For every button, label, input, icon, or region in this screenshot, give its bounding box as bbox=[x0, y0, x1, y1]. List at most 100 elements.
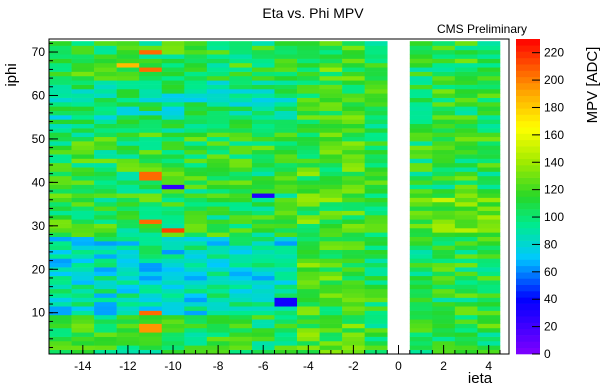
heatmap-cell bbox=[161, 297, 185, 303]
heatmap-cell bbox=[94, 154, 117, 159]
heatmap-cell bbox=[49, 110, 72, 116]
heatmap-cell bbox=[432, 223, 456, 229]
heatmap-cell bbox=[139, 162, 163, 168]
heatmap-cell bbox=[116, 88, 140, 94]
heatmap-cell bbox=[229, 171, 253, 177]
heatmap-cell bbox=[49, 267, 72, 272]
heatmap-cell bbox=[251, 336, 275, 342]
heatmap-cell bbox=[477, 123, 501, 129]
heatmap-cell bbox=[477, 88, 501, 94]
heatmap-cell bbox=[206, 128, 230, 133]
heatmap-cell bbox=[342, 45, 365, 51]
heatmap-cell bbox=[454, 119, 478, 125]
heatmap-cell bbox=[297, 332, 320, 337]
heatmap-cell bbox=[206, 102, 230, 107]
heatmap-cell bbox=[229, 158, 253, 164]
heatmap-cell bbox=[251, 171, 275, 177]
heatmap-cell bbox=[297, 219, 320, 224]
heatmap-cell bbox=[342, 171, 365, 177]
heatmap-cell bbox=[71, 245, 95, 251]
heatmap-cell bbox=[319, 223, 343, 229]
heatmap-cell bbox=[319, 336, 343, 342]
heatmap-cell bbox=[251, 228, 275, 233]
heatmap-cell bbox=[49, 167, 72, 172]
heatmap-cell bbox=[71, 175, 95, 181]
colorbar-segment bbox=[516, 183, 540, 191]
heatmap-cell bbox=[319, 180, 343, 185]
heatmap-cell bbox=[71, 93, 95, 98]
heatmap-cell bbox=[274, 119, 298, 125]
heatmap-cell bbox=[139, 67, 163, 72]
heatmap-cell bbox=[274, 345, 298, 350]
heatmap-cell bbox=[139, 336, 163, 342]
heatmap-cell bbox=[49, 49, 72, 55]
heatmap-cell bbox=[71, 149, 95, 155]
heatmap-cell bbox=[71, 106, 95, 111]
heatmap-cell bbox=[409, 228, 433, 233]
heatmap-cell bbox=[364, 128, 388, 133]
heatmap-cell bbox=[161, 171, 185, 177]
colorbar-segment bbox=[516, 39, 540, 46]
heatmap-cell bbox=[206, 219, 230, 224]
heatmap-cell bbox=[161, 149, 185, 155]
colorbar-segment bbox=[516, 335, 540, 342]
heatmap-cell bbox=[206, 210, 230, 216]
heatmap-cell bbox=[184, 297, 208, 303]
heatmap-cell bbox=[94, 132, 117, 138]
heatmap-cell bbox=[251, 206, 275, 211]
heatmap-cell bbox=[184, 102, 208, 107]
heatmap-cell bbox=[206, 54, 230, 59]
heatmap-cell bbox=[229, 167, 253, 172]
heatmap-cell bbox=[297, 323, 320, 329]
heatmap-cell bbox=[206, 258, 230, 264]
heatmap-cell bbox=[184, 106, 208, 111]
heatmap-cell bbox=[184, 258, 208, 264]
heatmap-cell bbox=[184, 201, 208, 207]
colorbar-segment bbox=[516, 284, 540, 292]
heatmap-cell bbox=[319, 123, 343, 129]
heatmap-cell bbox=[454, 45, 478, 51]
heatmap-cell bbox=[94, 115, 117, 120]
heatmap-cell bbox=[432, 41, 456, 46]
heatmap-cell bbox=[319, 245, 343, 251]
heatmap-cell bbox=[297, 206, 320, 211]
heatmap-cell bbox=[94, 301, 117, 307]
heatmap-cell bbox=[364, 49, 388, 55]
heatmap-cell bbox=[116, 258, 140, 264]
heatmap-cell bbox=[364, 123, 388, 129]
heatmap-cell bbox=[342, 75, 365, 81]
heatmap-cell bbox=[49, 180, 72, 185]
heatmap-cell bbox=[477, 214, 501, 220]
heatmap-cell bbox=[229, 232, 253, 237]
heatmap-cell bbox=[71, 84, 95, 90]
heatmap-cell bbox=[297, 193, 320, 198]
heatmap-cell bbox=[274, 88, 298, 94]
heatmap-cell bbox=[409, 180, 433, 185]
heatmap-cell bbox=[161, 323, 185, 329]
heatmap-cell bbox=[364, 206, 388, 211]
heatmap-cell bbox=[432, 258, 456, 264]
heatmap-cell bbox=[71, 136, 95, 142]
heatmap-cell bbox=[409, 171, 433, 177]
heatmap-cell bbox=[432, 267, 456, 272]
heatmap-cell bbox=[116, 275, 140, 281]
heatmap-cell bbox=[94, 80, 117, 85]
heatmap-cell bbox=[319, 102, 343, 107]
heatmap-cell bbox=[409, 262, 433, 268]
heatmap-cell bbox=[71, 188, 95, 194]
heatmap-cell bbox=[364, 115, 388, 120]
heatmap-cell bbox=[94, 162, 117, 168]
heatmap-cell bbox=[297, 80, 320, 85]
heatmap-cell bbox=[116, 84, 140, 90]
heatmap-cell bbox=[94, 110, 117, 116]
heatmap-cell bbox=[342, 228, 365, 233]
heatmap-cell bbox=[297, 145, 320, 151]
heatmap-cell bbox=[94, 336, 117, 342]
heatmap-cell bbox=[364, 141, 388, 146]
heatmap-cell bbox=[229, 249, 253, 255]
heatmap-cell bbox=[116, 45, 140, 51]
heatmap-cell bbox=[229, 119, 253, 125]
heatmap-cell bbox=[364, 228, 388, 233]
heatmap-cell bbox=[477, 306, 501, 311]
heatmap-cell bbox=[342, 284, 365, 290]
